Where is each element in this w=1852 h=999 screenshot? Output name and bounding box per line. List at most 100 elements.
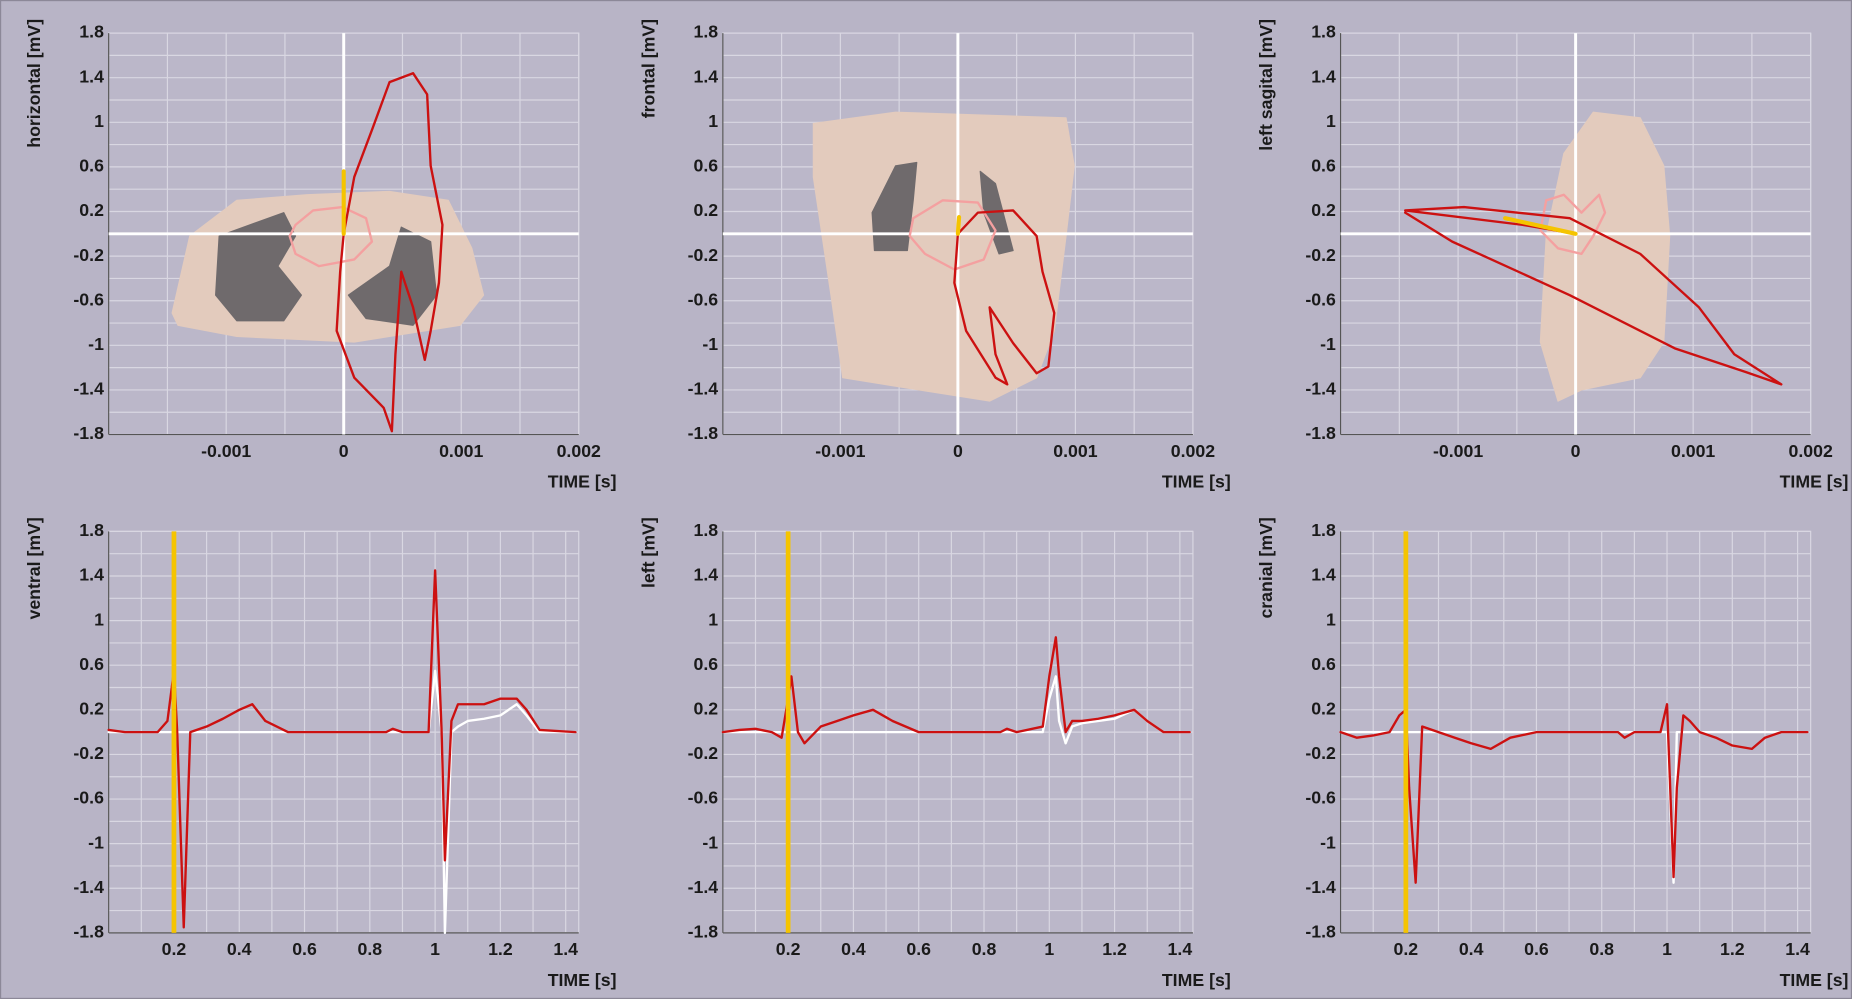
y-tick-label: -1.8 [688, 423, 719, 443]
y-tick-label: -1.8 [1305, 922, 1336, 942]
y-tick-label: 1 [708, 609, 718, 629]
x-tick-label: 0.001 [1671, 441, 1715, 461]
x-tick-label: 0.6 [906, 939, 931, 959]
trace [288, 205, 374, 268]
x-tick-label: 1.2 [1102, 939, 1127, 959]
x-tick-label: -0.001 [201, 441, 251, 461]
y-tick-label: 1.4 [1311, 565, 1336, 585]
y-tick-label: 0.2 [79, 200, 104, 220]
y-tick-label: 0.2 [693, 698, 718, 718]
y-tick-label: -0.6 [73, 289, 104, 309]
y-tick-label: -1 [88, 832, 104, 852]
y-tick-label: -1.4 [73, 379, 104, 399]
y-tick-label: 0.2 [1311, 698, 1336, 718]
y-tick-label: 0.2 [693, 200, 718, 220]
y-axis-title: left [mV] [638, 517, 658, 588]
x-tick-label: 0.002 [1789, 441, 1833, 461]
x-axis-title: TIME [s] [1780, 970, 1849, 990]
y-tick-label: -1 [702, 334, 718, 354]
x-tick-label: 0.6 [1524, 939, 1549, 959]
y-tick-label: 1.4 [693, 66, 718, 86]
x-axis-title: TIME [s] [548, 472, 617, 492]
trace [1539, 193, 1607, 256]
x-tick-label: 0.6 [292, 939, 317, 959]
x-tick-label: 1 [1662, 939, 1672, 959]
trace [1404, 205, 1783, 386]
trace [1503, 216, 1578, 236]
region [347, 226, 438, 326]
y-tick-label: 1.8 [693, 22, 718, 42]
y-axis-title: cranial [mV] [1256, 517, 1276, 618]
y-tick-label: 1.8 [693, 520, 718, 540]
x-tick-label: 0.2 [1394, 939, 1419, 959]
y-tick-label: -0.2 [1305, 743, 1336, 763]
y-tick-label: -1.8 [688, 922, 719, 942]
y-tick-label: -0.2 [688, 743, 719, 763]
y-tick-label: 0.6 [79, 654, 104, 674]
x-tick-label: 0.001 [1053, 441, 1097, 461]
x-axis-title: TIME [s] [1162, 472, 1231, 492]
y-tick-label: -0.6 [688, 788, 719, 808]
y-tick-label: 1 [1326, 111, 1336, 131]
x-tick-label: 1.2 [1720, 939, 1745, 959]
x-tick-label: 0 [1571, 441, 1581, 461]
y-tick-label: -1 [1320, 832, 1336, 852]
x-tick-label: 1.4 [1785, 939, 1810, 959]
y-tick-label: -1.4 [1305, 877, 1336, 897]
x-tick-label: 0.4 [1459, 939, 1484, 959]
y-tick-label: -1 [702, 832, 718, 852]
y-axis-title: horizontal [mV] [24, 19, 44, 148]
y-tick-label: 1 [94, 609, 104, 629]
y-tick-label: -0.6 [73, 788, 104, 808]
y-tick-label: -0.6 [1305, 289, 1336, 309]
y-tick-label: -1 [1320, 334, 1336, 354]
region [871, 161, 918, 252]
y-tick-label: -1.8 [73, 922, 104, 942]
x-tick-label: 1 [1044, 939, 1054, 959]
y-tick-label: -0.2 [1305, 245, 1336, 265]
y-tick-label: 1.4 [1311, 66, 1336, 86]
x-tick-label: -0.001 [815, 441, 865, 461]
y-axis-title: frontal [mV] [638, 19, 658, 118]
y-tick-label: 0.6 [693, 156, 718, 176]
y-tick-label: -0.6 [688, 289, 719, 309]
x-axis-title: TIME [s] [1780, 472, 1849, 492]
y-tick-label: 1.8 [79, 520, 104, 540]
y-tick-label: 0.6 [79, 156, 104, 176]
x-tick-label: 0.8 [972, 939, 997, 959]
x-tick-label: 1.2 [488, 939, 513, 959]
trace [955, 215, 962, 236]
y-tick-label: -1.4 [688, 877, 719, 897]
y-tick-label: -0.2 [688, 245, 719, 265]
x-tick-label: 0.8 [358, 939, 383, 959]
x-axis-title: TIME [s] [548, 970, 617, 990]
x-tick-label: 0.4 [841, 939, 866, 959]
y-tick-label: -1.4 [1305, 379, 1336, 399]
x-tick-label: 1.4 [553, 939, 578, 959]
y-tick-label: 1.8 [1311, 22, 1336, 42]
y-axis-title: ventral [mV] [24, 517, 44, 619]
x-tick-label: 0 [339, 441, 349, 461]
x-tick-label: 1.4 [1168, 939, 1193, 959]
x-tick-label: 0.002 [1171, 441, 1215, 461]
x-tick-label: 0.4 [227, 939, 252, 959]
y-tick-label: -1 [88, 334, 104, 354]
x-tick-label: 1 [430, 939, 440, 959]
y-tick-label: 1.4 [693, 565, 718, 585]
y-tick-label: 1.8 [1311, 520, 1336, 540]
trace [953, 209, 1056, 386]
trace [908, 199, 997, 271]
region [215, 212, 302, 322]
y-tick-label: 0.6 [693, 654, 718, 674]
region [812, 111, 1075, 402]
y-tick-label: -1.8 [73, 423, 104, 443]
x-tick-label: 0.002 [557, 441, 601, 461]
y-tick-label: -0.6 [1305, 788, 1336, 808]
x-axis-title: TIME [s] [1162, 970, 1231, 990]
y-tick-label: 0.2 [79, 698, 104, 718]
x-tick-label: -0.001 [1433, 441, 1483, 461]
y-tick-label: -1.4 [688, 379, 719, 399]
y-tick-label: 1 [708, 111, 718, 131]
x-tick-label: 0.2 [776, 939, 801, 959]
